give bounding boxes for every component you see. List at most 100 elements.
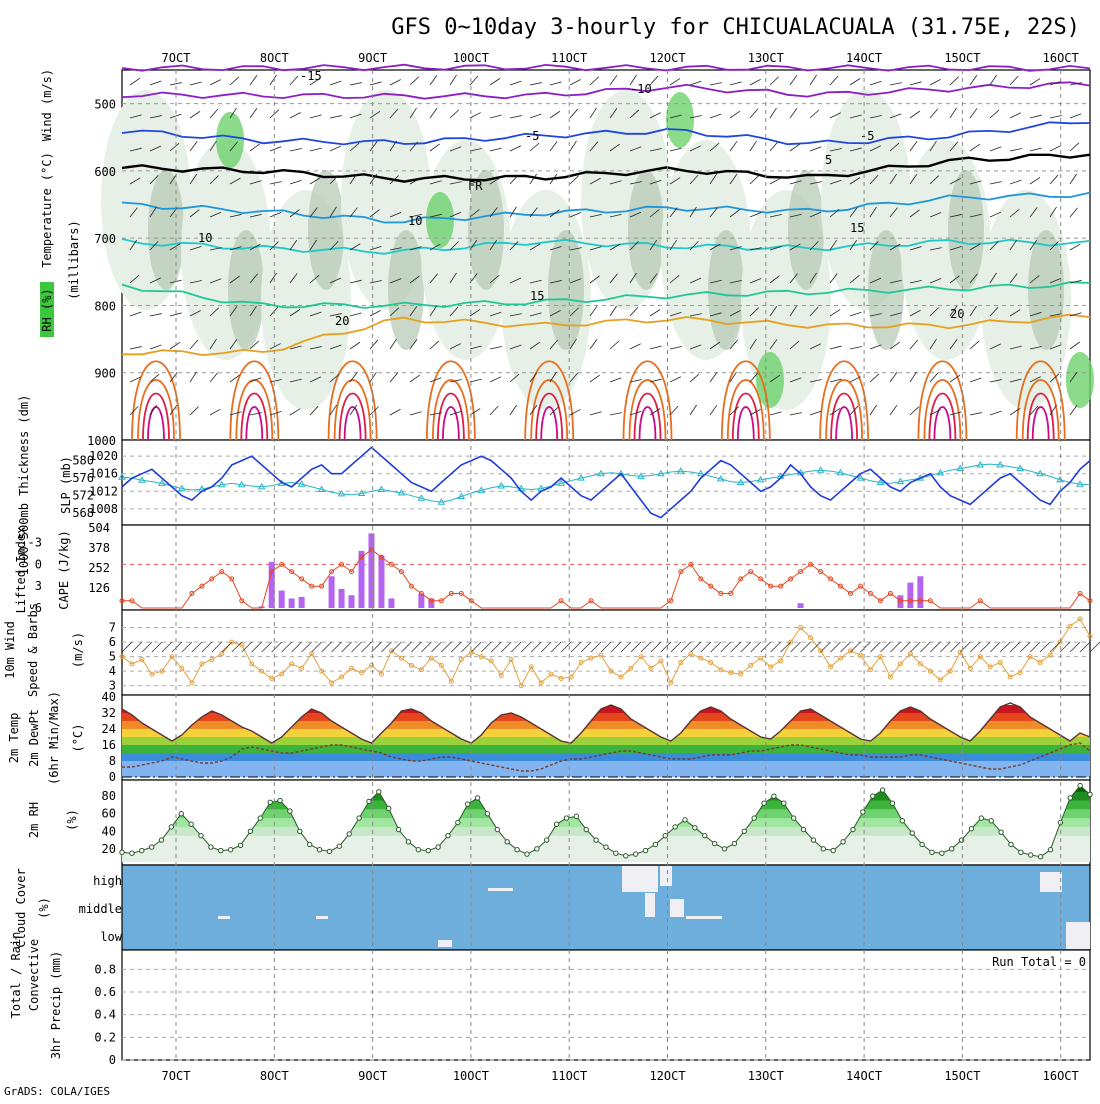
wind-barb	[329, 115, 342, 119]
wind-barb	[989, 146, 1002, 152]
wind-barb	[229, 305, 238, 317]
wind-speed-marker	[778, 658, 784, 664]
wind-barb	[529, 404, 538, 416]
cape-bar	[388, 598, 395, 608]
time-label-bottom: 14OCT	[846, 1069, 882, 1083]
wind-barb	[789, 108, 798, 119]
lifted-marker	[788, 576, 794, 582]
rh-shade-mid	[308, 170, 344, 290]
wind-barb	[189, 173, 198, 185]
wind-barb	[689, 313, 702, 317]
temp-band	[122, 745, 1090, 754]
rh-marker	[800, 826, 807, 833]
isotherm-label: -10	[630, 82, 652, 96]
wind-barb	[569, 79, 581, 86]
rh-marker	[1077, 782, 1083, 789]
wind-barb	[229, 411, 242, 416]
wind-barb	[969, 213, 982, 218]
wind-speed-marker	[259, 668, 265, 674]
lifted-marker	[219, 569, 225, 575]
wind-barb	[949, 246, 962, 251]
wind-barb	[609, 180, 622, 185]
rh-shade-moist	[216, 112, 244, 168]
wind-barb	[869, 404, 877, 416]
cape-tick-label: 378	[88, 541, 110, 555]
wind-barb	[289, 239, 298, 251]
time-label-top: 15OCT	[944, 51, 980, 65]
wind-speed-marker	[448, 678, 454, 684]
rh-marker	[425, 847, 431, 854]
wind-barb	[669, 346, 682, 350]
wind-barb	[149, 206, 157, 218]
precip-tick-label: 0.4	[94, 1008, 116, 1022]
wind-barb	[689, 373, 700, 383]
cape-tick-label: 504	[88, 521, 110, 535]
isotherm-label: FR	[468, 179, 483, 193]
wind-barb	[749, 278, 762, 284]
wind-speed-marker	[867, 667, 873, 673]
wind-barb-10m	[341, 641, 352, 653]
label-cloud: Cloud Cover	[14, 868, 28, 947]
wind-barb	[209, 79, 221, 86]
wind-speed-marker	[319, 668, 325, 674]
wind-barb	[509, 206, 517, 218]
lifted-marker	[867, 590, 873, 596]
wind-barb-10m	[1019, 641, 1031, 653]
wind-barb	[289, 112, 301, 119]
isotherm--10	[121, 81, 1091, 100]
rh-marker	[237, 842, 244, 849]
lifted-marker	[299, 576, 305, 582]
wind-barb	[569, 108, 579, 119]
time-label-bottom: 8OCT	[260, 1069, 289, 1083]
wind-speed-marker	[877, 654, 883, 660]
thickness-marker	[257, 482, 266, 490]
rh-marker	[563, 815, 570, 821]
wind-barb	[889, 404, 898, 416]
isotherm-boundary-loop	[633, 392, 662, 441]
pressure-tick-label: 700	[94, 232, 116, 246]
wind-barb-10m	[950, 641, 961, 653]
rh-marker	[603, 844, 609, 850]
cape-bar	[897, 595, 904, 608]
panel-wd-frame	[121, 609, 1091, 696]
wind-barb	[1049, 145, 1061, 152]
wind-barb	[749, 79, 761, 86]
time-label-top: 16OCT	[1043, 51, 1079, 65]
wind-barb-10m	[411, 641, 422, 653]
label-wind10: 10m Wind	[3, 621, 17, 679]
wind-barb	[569, 175, 579, 185]
wind-barb	[969, 180, 982, 185]
wind-barb-10m	[900, 641, 911, 653]
wind-speed-marker	[608, 668, 614, 674]
lifted-marker	[458, 590, 464, 596]
wind-barb	[269, 241, 279, 251]
thickness-marker	[896, 477, 905, 485]
wind-speed-marker	[1037, 659, 1043, 665]
wind-barb	[489, 207, 498, 218]
wind-barb	[229, 177, 241, 185]
wind-barb	[829, 345, 842, 350]
wind-barb	[769, 141, 779, 152]
footer-credit: GrADS: COLA/IGES	[4, 1085, 110, 1098]
wind-barb	[1069, 173, 1077, 185]
pressure-tick-label: 500	[94, 98, 116, 112]
wind-speed-marker	[937, 677, 943, 683]
thickness-marker	[437, 498, 446, 505]
wind-barb-10m	[790, 641, 801, 653]
wind-barb	[269, 181, 282, 185]
wind-barb	[709, 341, 721, 350]
lifted-marker	[339, 561, 345, 567]
wind-barb	[709, 173, 717, 185]
lifted-marker	[917, 598, 923, 604]
wind-barb	[349, 82, 362, 86]
isotherm-label: 10	[198, 231, 212, 245]
wind-barb	[969, 143, 981, 152]
wind-barb	[309, 147, 322, 152]
wind-barb	[1009, 408, 1021, 416]
lifted-marker	[828, 576, 834, 582]
wind-speed-marker	[1067, 623, 1073, 629]
wind-speed-marker	[1057, 639, 1063, 645]
lifted-marker	[738, 576, 744, 582]
wind-barb	[769, 76, 779, 86]
thickness-marker	[1056, 475, 1064, 483]
